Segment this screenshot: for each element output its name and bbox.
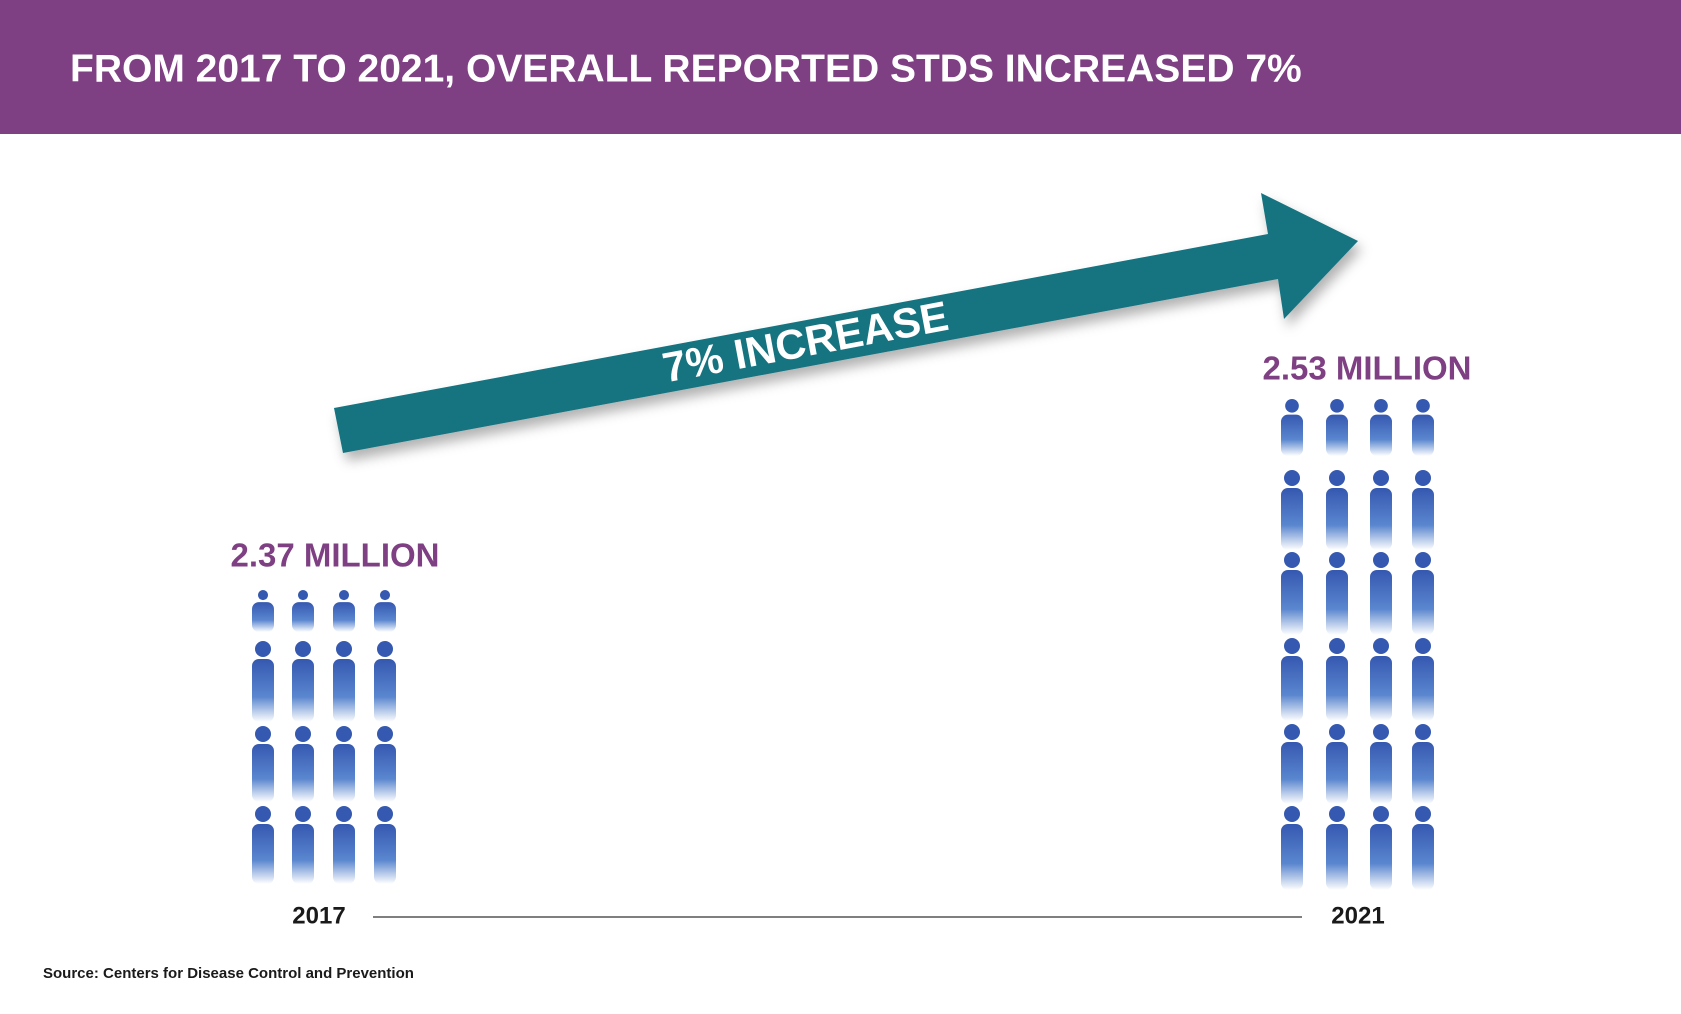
person-icon (292, 744, 314, 802)
person-icon (1373, 470, 1389, 486)
person-icon (252, 659, 274, 722)
end-total: 2.53 MILLION (1262, 350, 1471, 387)
person-icon (292, 824, 314, 884)
person-icon (1415, 470, 1431, 486)
people-icons (252, 399, 1434, 890)
person-icon (297, 590, 309, 601)
person-icon (1412, 414, 1434, 456)
header-bar (0, 0, 1681, 134)
source-note: Source: Centers for Disease Control and … (43, 965, 414, 982)
person-icon (333, 659, 355, 722)
person-icon (1329, 638, 1345, 654)
person-icon (1284, 724, 1300, 740)
person-icon (1281, 656, 1303, 721)
person-icon (379, 590, 391, 601)
arrow-label: 7% INCREASE (659, 292, 952, 391)
person-icon (1326, 488, 1348, 550)
person-icon (1326, 570, 1348, 635)
person-icon (1326, 742, 1348, 804)
person-icon (292, 659, 314, 722)
person-icon (1412, 742, 1434, 804)
header-title: FROM 2017 TO 2021, OVERALL REPORTED STDS… (70, 47, 1302, 90)
person-icon (1281, 824, 1303, 890)
person-icon (295, 806, 311, 822)
person-icon (1370, 570, 1392, 635)
person-icon (1415, 806, 1431, 822)
person-icon (252, 744, 274, 802)
person-icon (1370, 656, 1392, 721)
person-icon (1373, 638, 1389, 654)
person-icon (377, 726, 393, 742)
person-icon (1412, 656, 1434, 721)
person-icon (374, 659, 396, 722)
person-icon (295, 726, 311, 742)
person-icon (1284, 638, 1300, 654)
person-icon (1326, 656, 1348, 721)
person-icon (255, 641, 271, 657)
person-icon (1373, 806, 1389, 822)
person-icon (1281, 414, 1303, 456)
person-icon (292, 602, 314, 632)
person-icon (1281, 570, 1303, 635)
person-icon (255, 806, 271, 822)
person-icon (333, 824, 355, 884)
person-icon (1281, 742, 1303, 804)
person-icon (295, 641, 311, 657)
person-icon (1329, 470, 1345, 486)
person-icon (1412, 824, 1434, 890)
person-icon (333, 602, 355, 632)
start-year: 2017 (292, 902, 345, 929)
person-icon (1330, 399, 1344, 413)
person-icon (1374, 399, 1388, 413)
person-icon (1284, 552, 1300, 568)
person-icon (257, 590, 269, 601)
person-icon (1370, 488, 1392, 550)
person-icon (1415, 552, 1431, 568)
person-icon (1370, 742, 1392, 804)
person-icon (1416, 399, 1430, 413)
person-icon (374, 602, 396, 632)
start-total: 2.37 MILLION (230, 537, 439, 574)
person-icon (336, 806, 352, 822)
person-icon (1326, 414, 1348, 456)
person-icon (1412, 488, 1434, 550)
person-icon (333, 744, 355, 802)
person-icon (255, 726, 271, 742)
end-year: 2021 (1331, 902, 1384, 929)
person-icon (336, 641, 352, 657)
person-icon (1412, 570, 1434, 635)
increase-arrow (334, 193, 1358, 453)
person-icon (1329, 724, 1345, 740)
person-icon (1281, 488, 1303, 550)
person-icon (377, 641, 393, 657)
person-icon (374, 824, 396, 884)
person-icon (377, 806, 393, 822)
person-icon (1373, 724, 1389, 740)
person-icon (1329, 806, 1345, 822)
person-icon (1370, 414, 1392, 456)
person-icon (374, 744, 396, 802)
person-icon (252, 602, 274, 632)
person-icon (1370, 824, 1392, 890)
person-icon (1284, 806, 1300, 822)
person-icon (1285, 399, 1299, 413)
person-icon (1415, 724, 1431, 740)
person-icon (338, 590, 350, 601)
person-icon (1415, 638, 1431, 654)
person-icon (252, 824, 274, 884)
person-icon (336, 726, 352, 742)
person-icon (1373, 552, 1389, 568)
person-icon (1329, 552, 1345, 568)
person-icon (1326, 824, 1348, 890)
person-icon (1284, 470, 1300, 486)
